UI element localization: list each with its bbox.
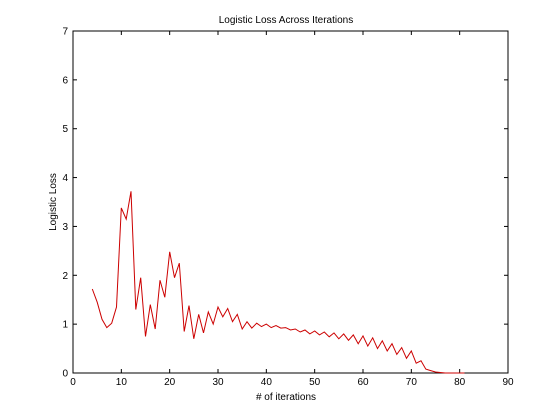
x-tick-label: 40 [261, 377, 273, 388]
x-tick-label: 90 [502, 377, 514, 388]
plot-area [72, 30, 509, 374]
y-tick-label: 6 [62, 75, 68, 86]
chart-title: Logistic Loss Across Iterations [219, 15, 354, 26]
x-tick-label: 80 [454, 377, 466, 388]
y-axis-label: Logistic Loss [48, 173, 59, 231]
y-tick-label: 1 [62, 320, 68, 331]
x-tick-label: 0 [70, 377, 76, 388]
x-tick-label: 30 [212, 377, 224, 388]
y-tick-label: 2 [62, 271, 68, 282]
y-tick-label: 7 [62, 27, 68, 38]
x-tick-label: 10 [116, 377, 128, 388]
x-tick-label: 60 [357, 377, 369, 388]
x-tick-label: 50 [309, 377, 321, 388]
x-axis-ticks: 0 10 20 30 40 50 60 70 80 90 [70, 31, 514, 388]
x-tick-label: 20 [164, 377, 176, 388]
y-tick-label: 5 [62, 124, 68, 135]
y-axis-ticks: 0 1 2 3 4 5 6 7 [62, 27, 508, 380]
y-tick-label: 0 [62, 369, 68, 380]
series-line [91, 191, 465, 374]
y-tick-label: 3 [62, 222, 68, 233]
y-tick-label: 4 [62, 173, 68, 184]
x-tick-label: 70 [406, 377, 418, 388]
x-axis-label: # of iterations [256, 392, 316, 403]
